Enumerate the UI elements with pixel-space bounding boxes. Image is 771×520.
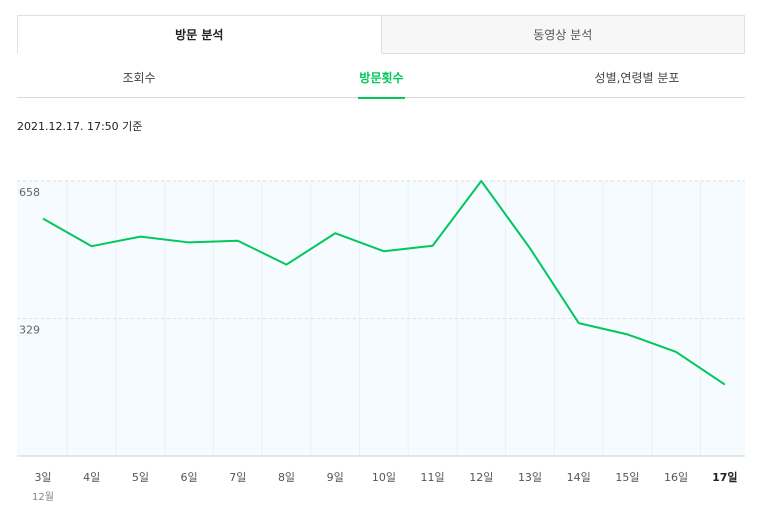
y-tick-label: 329 — [19, 324, 40, 337]
x-tick-label: 14일 — [567, 470, 591, 484]
tab-video-analysis[interactable]: 동영상 분석 — [381, 15, 745, 54]
x-tick-label: 4일 — [83, 470, 100, 484]
x-tick-label: 13일 — [518, 470, 542, 484]
y-tick-labels: 329 658 — [19, 186, 40, 337]
y-tick-label: 658 — [19, 186, 40, 199]
x-tick-label: 12일 — [469, 470, 493, 484]
x-tick-label: 15일 — [615, 470, 639, 484]
top-tabs: 방문 분석 동영상 분석 — [17, 15, 745, 54]
sub-tab-visits[interactable]: 방문횟수 — [358, 56, 405, 99]
x-tick-label: 8일 — [278, 470, 295, 484]
sub-tab-label: 조회수 — [122, 70, 156, 85]
series-group — [42, 180, 726, 386]
active-tab-indicator — [358, 97, 405, 99]
x-tick-label: 17일 — [712, 470, 737, 484]
x-tick-label: 16일 — [664, 470, 688, 484]
x-tick-label: 6일 — [181, 470, 198, 484]
sub-tabs: 조회수 방문횟수 성별,연령별 분포 — [17, 56, 745, 99]
x-tick-label: 11일 — [421, 470, 445, 484]
sub-tab-label: 방문횟수 — [359, 70, 404, 85]
x-month-label: 12월 — [32, 491, 54, 503]
x-tick-label: 10일 — [372, 470, 396, 484]
sub-tab-label: 성별,연령별 분포 — [594, 70, 680, 85]
x-tick-labels: 3일 4일 5일 6일 7일 8일 9일 10일 11일 12일 13일 14일 15일 16일 17일 — [34, 470, 737, 484]
tab-visit-analysis[interactable]: 방문 분석 — [17, 15, 382, 54]
x-tick-label: 7일 — [229, 470, 246, 484]
data-timestamp: 2021.12.17. 17:50 기준 — [17, 120, 143, 133]
x-tick-label: 9일 — [327, 470, 344, 484]
x-tick-label: 5일 — [132, 470, 149, 484]
sub-tab-views[interactable]: 조회수 — [105, 56, 173, 98]
horizontal-gridlines — [17, 180, 745, 319]
x-tick-label: 3일 — [34, 470, 51, 484]
sub-tab-gender-age[interactable]: 성별,연령별 분포 — [572, 56, 702, 98]
visits-line-chart: 329 658 3일 4일 5일 6일 7일 8일 9일 10일 11일 12일 13일 14일 15일 1… — [17, 180, 745, 503]
